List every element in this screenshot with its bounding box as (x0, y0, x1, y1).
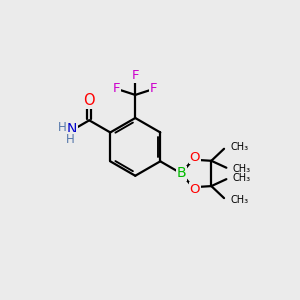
Text: CH₃: CH₃ (230, 195, 249, 205)
Text: CH₃: CH₃ (230, 142, 249, 152)
Text: F: F (131, 70, 139, 83)
Text: B: B (177, 167, 187, 180)
Text: O: O (83, 93, 95, 108)
Text: F: F (150, 82, 158, 95)
Text: F: F (113, 82, 121, 95)
Text: H: H (57, 121, 66, 134)
Text: CH₃: CH₃ (233, 164, 251, 174)
Text: CH₃: CH₃ (233, 173, 251, 183)
Text: N: N (67, 122, 77, 136)
Text: O: O (190, 151, 200, 164)
Text: H: H (66, 133, 75, 146)
Text: O: O (190, 183, 200, 196)
